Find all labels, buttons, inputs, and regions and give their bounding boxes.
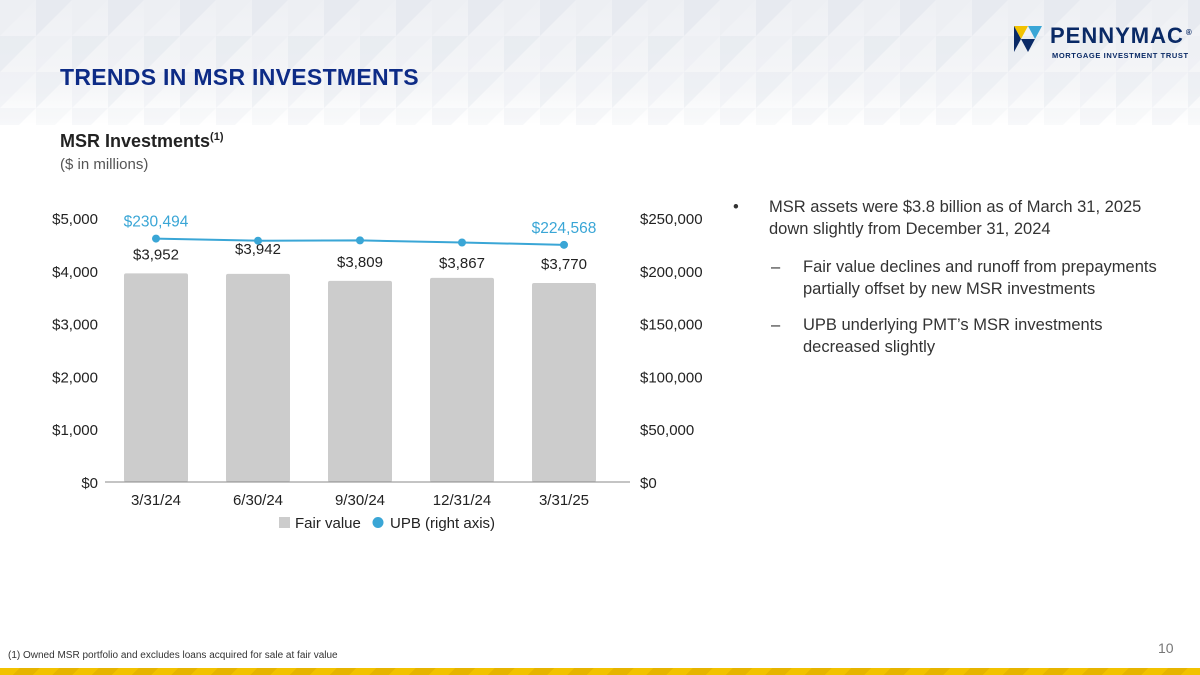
y-right-tick-label: $100,000 xyxy=(640,369,703,386)
bullet-sub-text: UPB underlying PMT’s MSR investments dec… xyxy=(803,316,1103,356)
bar-data-label: $3,952 xyxy=(133,246,179,263)
chart-title-footnote: (1) xyxy=(210,131,224,143)
y-right-tick-label: $200,000 xyxy=(640,264,703,281)
legend-fair-value-swatch xyxy=(279,517,290,528)
bar-data-label: $3,942 xyxy=(235,241,281,258)
y-right-tick-label: $250,000 xyxy=(640,211,703,228)
msr-chart: $0 $1,000 $2,000 $3,000 $4,000 $5,000 $0 $50,00… xyxy=(52,211,703,532)
page-title: TRENDS IN MSR INVESTMENTS xyxy=(60,64,419,90)
bullet-dash: – xyxy=(771,258,781,276)
chart-title: MSR Investments(1) xyxy=(60,131,224,151)
bar-data-label: $3,867 xyxy=(439,255,485,272)
bullet-sub-2: – UPB underlying PMT’s MSR investments d… xyxy=(733,314,1173,358)
header-pattern xyxy=(0,0,1200,125)
bar xyxy=(328,280,392,482)
bar-data-label: $3,770 xyxy=(541,256,587,273)
bullet-main-text: MSR assets were $3.8 billion as of March… xyxy=(769,198,1142,238)
page-number: 10 xyxy=(1158,640,1174,656)
legend-upb-swatch xyxy=(372,517,384,528)
logo: PENNYMAC ® MORTGAGE INVESTMENT TRUST xyxy=(1014,22,1194,62)
chart-subtitle: ($ in millions) xyxy=(60,156,149,173)
bullet-dash: – xyxy=(771,316,781,334)
x-tick-label: 3/31/25 xyxy=(539,492,589,509)
bullet-list: • MSR assets were $3.8 billion as of Mar… xyxy=(733,196,1173,372)
x-tick-label: 9/30/24 xyxy=(335,492,385,509)
bullet-main: • MSR assets were $3.8 billion as of Mar… xyxy=(733,196,1173,240)
bottom-stripe xyxy=(0,668,1200,675)
bullet-sub-1: – Fair value declines and runoff from pr… xyxy=(733,256,1173,300)
footnote: (1) Owned MSR portfolio and excludes loa… xyxy=(8,650,338,661)
legend-fair-value-label: Fair value xyxy=(295,515,361,532)
bullet-dot: • xyxy=(733,198,739,216)
upb-point xyxy=(356,236,364,245)
upb-point xyxy=(152,234,160,243)
x-tick-label: 3/31/24 xyxy=(131,492,181,509)
y-left-tick-label: $5,000 xyxy=(52,211,98,228)
bullet-sub-text: Fair value declines and runoff from prep… xyxy=(803,258,1157,298)
upb-point xyxy=(458,238,466,247)
x-tick-label: 6/30/24 xyxy=(233,492,283,509)
y-left-tick-label: $2,000 xyxy=(52,369,98,386)
bar xyxy=(532,282,596,482)
y-left-tick-label: $0 xyxy=(81,475,98,492)
upb-data-label: $230,494 xyxy=(124,214,189,231)
y-left-tick-label: $4,000 xyxy=(52,264,98,281)
logo-subtitle: MORTGAGE INVESTMENT TRUST xyxy=(1052,51,1189,60)
bar-data-label: $3,809 xyxy=(337,254,383,271)
header-band xyxy=(0,0,1200,125)
y-left-tick-label: $1,000 xyxy=(52,422,98,439)
y-right-tick-label: $150,000 xyxy=(640,317,703,334)
bar xyxy=(124,273,188,482)
y-right-tick-label: $0 xyxy=(640,475,657,492)
logo-wordmark: PENNYMAC ® xyxy=(1050,23,1193,48)
x-tick-label: 12/31/24 xyxy=(433,492,491,509)
logo-mark-icon xyxy=(1014,26,1042,52)
bar xyxy=(430,277,494,482)
upb-point xyxy=(254,236,262,245)
y-right-tick-label: $50,000 xyxy=(640,422,694,439)
y-left-tick-label: $3,000 xyxy=(52,317,98,334)
bar xyxy=(226,273,290,482)
upb-point xyxy=(560,240,568,249)
upb-data-label: $224,568 xyxy=(532,220,597,237)
legend-upb-label: UPB (right axis) xyxy=(390,515,495,532)
